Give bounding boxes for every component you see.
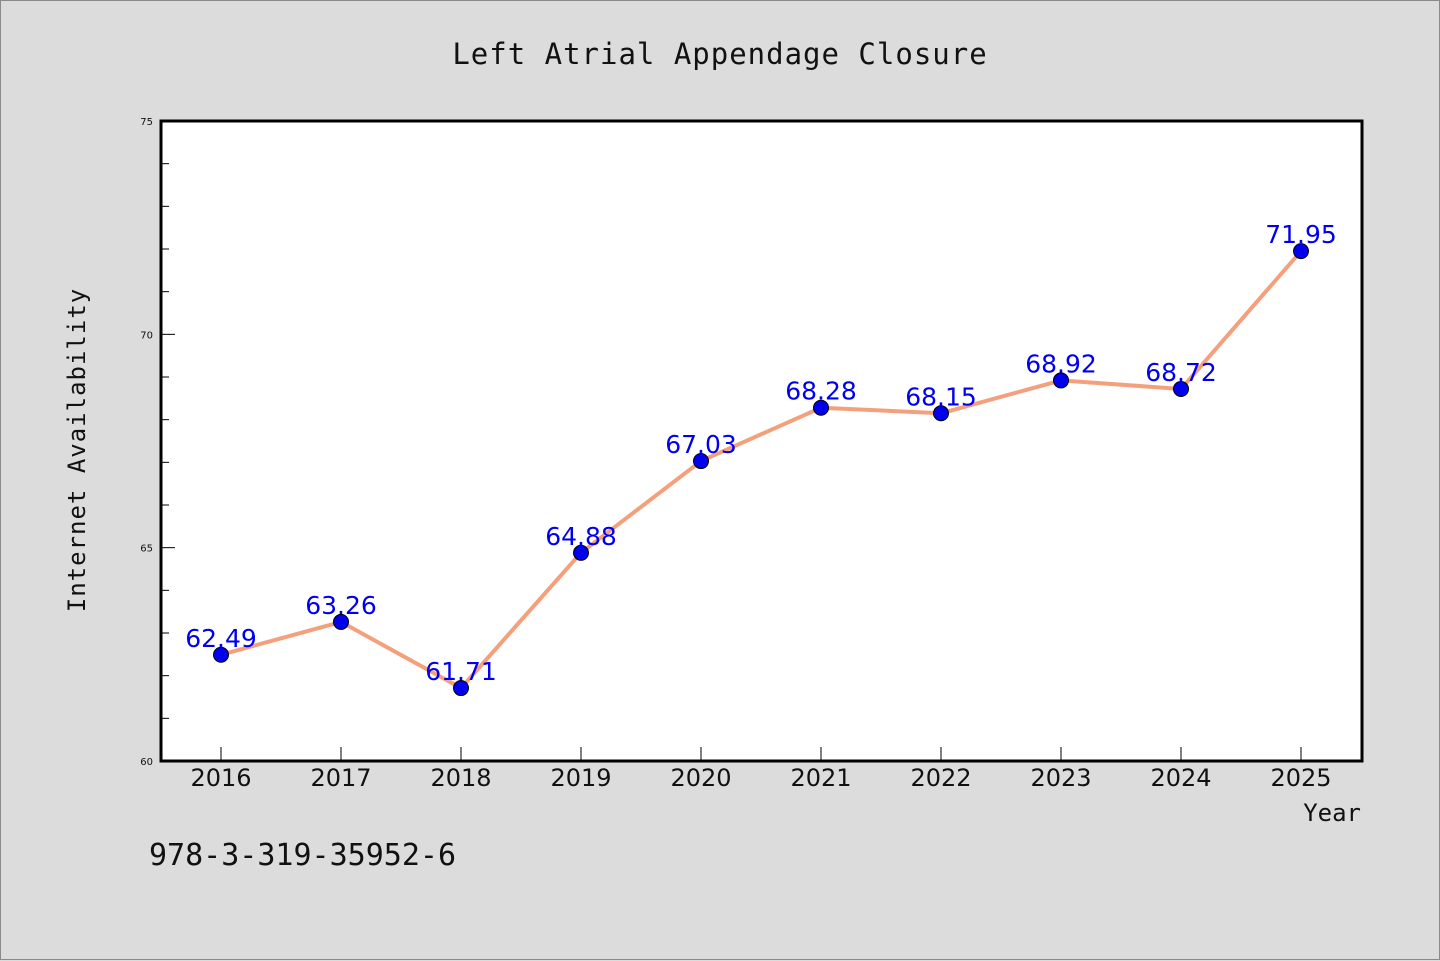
plot-area [159,119,1364,763]
x-tick-label: 2020 [670,764,731,792]
data-label: 62.49 [185,624,257,653]
series-line [220,249,1303,691]
data-labels: 62.49 63.26 61.71 64.88 67.03 68.28 68.15 68.92… [185,220,1337,686]
x-tick-label: 2024 [1150,764,1211,792]
data-point [813,399,829,416]
data-label: 61.71 [425,657,497,686]
data-point [573,544,589,561]
x-tick-label: 2017 [310,764,371,792]
footer-code: 978-3-319-35952-6 [149,838,456,873]
data-label: 68.15 [905,382,977,411]
y-tick-label: 60 [140,757,153,768]
y-axis-label: Internet Availability [63,288,91,612]
x-tick-label: 2023 [1030,764,1091,792]
data-point [333,613,349,630]
x-axis: 2016 2017 2018 2019 2020 2021 2022 2023 2024 2025 [190,747,1332,792]
x-tick-label: 2016 [190,764,251,792]
x-tick-label: 2019 [550,764,611,792]
data-point [933,405,949,422]
x-tick-label: 2025 [1270,764,1331,792]
data-label: 64.88 [545,522,617,551]
chart-title: Left Atrial Appendage Closure [452,37,987,71]
data-point [213,646,229,663]
data-label: 68.72 [1145,358,1217,387]
y-tick-label: 65 [140,544,153,555]
x-axis-label: Year [1303,799,1361,827]
data-label: 68.92 [1025,349,1097,378]
x-tick-label: 2018 [430,764,491,792]
data-label: 67.03 [665,430,737,459]
y-tick-label: 75 [140,117,153,128]
x-tick-label: 2022 [910,764,971,792]
data-point [1053,372,1069,389]
data-label: 68.28 [785,377,857,406]
x-tick-label: 2021 [790,764,851,792]
data-point [453,680,469,697]
data-point [1173,380,1189,397]
data-label: 63.26 [305,591,377,620]
data-point [1293,243,1309,260]
data-label: 71.95 [1265,220,1337,249]
y-axis: 60 65 70 75 [140,117,175,768]
series-markers [213,243,1309,697]
y-tick-label: 70 [140,330,153,341]
data-point [693,453,709,470]
